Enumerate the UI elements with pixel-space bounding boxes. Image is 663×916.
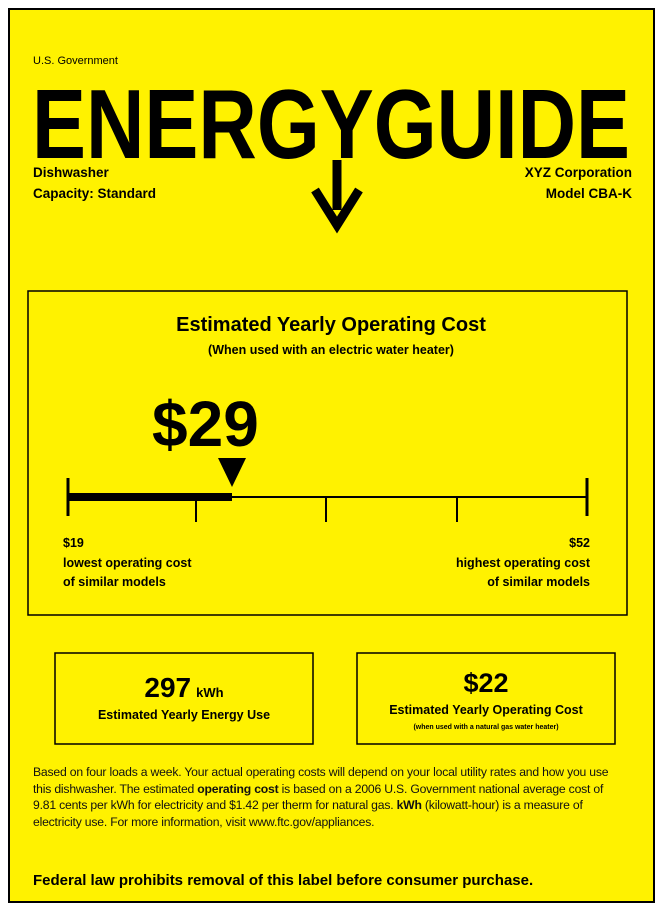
note-segment: operating cost — [197, 781, 279, 796]
scale-fill — [68, 493, 232, 501]
note-segment: Based on four loads a week. Your actual … — [33, 765, 609, 796]
cost-value: $29 — [152, 388, 259, 460]
cost-title: Estimated Yearly Operating Cost — [176, 314, 486, 336]
gas-box — [356, 652, 616, 745]
note-segment: (kilowatt-hour) is a measure of electric… — [33, 798, 583, 829]
energy-value-line: 297 kWh — [144, 672, 223, 703]
legal-notice: Federal law prohibits removal of this la… — [33, 872, 534, 889]
cost-marker — [218, 458, 246, 487]
high-value: $52 — [569, 536, 590, 550]
cost-box — [27, 290, 628, 616]
model: Model CBA-K — [546, 186, 632, 201]
government: U.S. Government — [33, 55, 118, 67]
energy-value: 297 — [144, 672, 191, 703]
product: Dishwasher — [33, 165, 110, 180]
note-segment: is based on a 2006 U.S. Government natio… — [33, 781, 604, 813]
cost-subtitle: (When used with an electric water heater… — [208, 343, 454, 357]
label-background — [8, 8, 655, 903]
energy-unit: kWh — [196, 685, 224, 700]
high-label: of similar models — [487, 575, 590, 589]
arrow — [311, 160, 363, 234]
gas-label: Estimated Yearly Operating Cost — [389, 703, 583, 717]
energy-box — [54, 652, 314, 745]
low-value: $19 — [63, 536, 84, 550]
title: ENERGYGUIDE — [32, 69, 630, 179]
capacity: Capacity: Standard — [33, 186, 156, 201]
low-label: of similar models — [63, 575, 166, 589]
manufacturer: XYZ Corporation — [525, 165, 632, 180]
note: Based on four loads a week. Your actual … — [33, 764, 623, 830]
high-label: highest operating cost — [456, 556, 591, 570]
gas-sublabel: (when used with a natural gas water heat… — [413, 724, 558, 731]
gas-value: $22 — [463, 668, 508, 698]
energy-label: Estimated Yearly Energy Use — [98, 708, 270, 722]
low-label: lowest operating cost — [63, 556, 192, 570]
note-segment: kWh — [396, 798, 422, 812]
